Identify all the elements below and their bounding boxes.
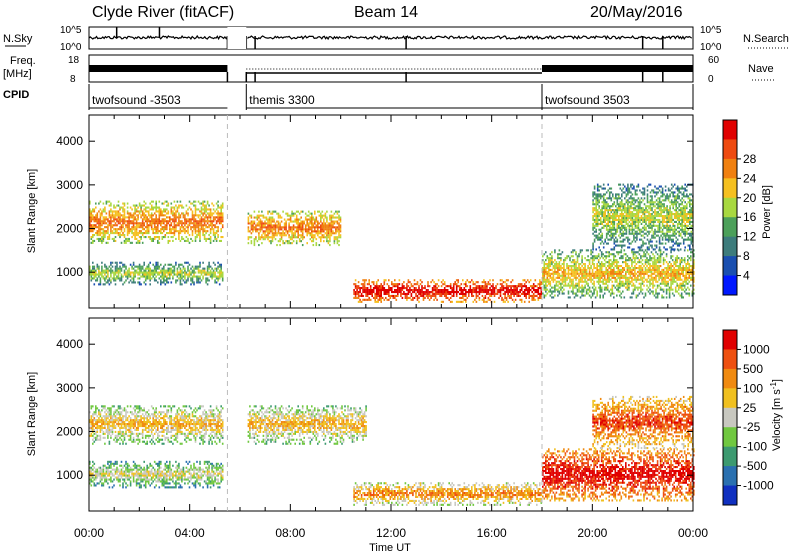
colorbar-tick-label: 20 <box>743 191 757 205</box>
cpid-segment-label: twofsound -3503 <box>92 93 181 107</box>
colorbar-tick-label: -500 <box>743 459 767 473</box>
x-tick-label: 00:00 <box>74 526 104 540</box>
power-colorbar-label: Power [dB] <box>761 185 773 239</box>
beam-title: Beam 14 <box>354 4 418 21</box>
nsky-tick-top: 10^5 <box>60 25 82 36</box>
velocity-colorbar-label: Velocity [m s-1] <box>769 379 784 451</box>
colorbar-tick-label: 28 <box>743 152 757 166</box>
freq-tick-bottom: 8 <box>70 74 76 85</box>
nsky-tick-bottom: 10^0 <box>60 42 82 53</box>
colorbar-swatch <box>723 197 737 218</box>
x-tick-label: 12:00 <box>376 526 406 540</box>
nave-tick-bottom: 0 <box>708 74 714 85</box>
freq-label: Freq. <box>10 55 36 67</box>
freq-unit: [MHz] <box>3 68 32 80</box>
cpid-segment-label: twofsound 3503 <box>545 93 630 107</box>
colorbar-swatch <box>723 368 737 389</box>
colorbar-tick-label: 100 <box>743 381 763 395</box>
colorbar-swatch <box>723 158 737 179</box>
colorbar-swatch <box>723 427 737 448</box>
y-tick-label: 3000 <box>56 178 83 192</box>
colorbar-swatch <box>723 236 737 257</box>
y-tick-label: 2000 <box>56 222 83 236</box>
nsearch-tick-top: 10^5 <box>700 25 722 36</box>
velocity-colorbar: 1000 500 100 25 -25 -100 -500 -1000 <box>722 329 774 506</box>
freq-trace <box>89 65 693 82</box>
colorbar-tick-label: 500 <box>743 362 763 376</box>
power-colorbar: 4 8 12 16 20 24 28 <box>722 119 757 296</box>
colorbar-tick-label: 4 <box>743 269 750 283</box>
x-tick-labels: 00:00 04:00 08:00 12:00 16:00 20:00 00:00 <box>74 526 708 540</box>
colorbar-tick-label: 1000 <box>743 342 770 356</box>
power-ylabel: Slant Range [km] <box>26 169 38 253</box>
nave-label: Nave <box>748 63 774 75</box>
colorbar-swatch <box>723 485 737 506</box>
nsearch-label: N.Search <box>743 33 789 45</box>
cpid-segment-label: themis 3300 <box>249 93 315 107</box>
velocity-panel: 1000 2000 3000 4000 Slant Range [km] <box>26 317 695 512</box>
x-axis-label: Time UT <box>369 542 411 554</box>
colorbar-swatch <box>723 256 737 277</box>
colorbar-tick-label: 12 <box>743 230 757 244</box>
date-title: 20/May/2016 <box>590 4 683 21</box>
y-tick-label: 3000 <box>56 381 83 395</box>
colorbar-swatch <box>723 388 737 409</box>
x-tick-label: 04:00 <box>175 526 205 540</box>
colorbar-swatch <box>723 446 737 467</box>
x-tick-label: 08:00 <box>275 526 305 540</box>
colorbar-swatch <box>723 330 737 350</box>
colorbar-swatch <box>723 178 737 199</box>
colorbar-tick-label: -100 <box>743 440 767 454</box>
colorbar-swatch <box>723 466 737 487</box>
x-tick-label: 20:00 <box>577 526 607 540</box>
colorbar-swatch <box>723 120 737 140</box>
colorbar-tick-label: -25 <box>743 420 761 434</box>
cpid-strip: twofsound -3503 themis 3300 twofsound 3503 <box>88 84 694 110</box>
power-panel: 1000 2000 3000 4000 Slant Range [km] <box>26 114 695 309</box>
x-tick-label: 16:00 <box>477 526 507 540</box>
cpid-label: CPID <box>3 89 29 101</box>
nsearch-tick-bottom: 10^0 <box>700 42 722 53</box>
colorbar-swatch <box>723 275 737 296</box>
colorbar-tick-label: -1000 <box>743 479 774 493</box>
station-title: Clyde River (fitACF) <box>92 4 234 21</box>
freq-tick-top: 18 <box>68 55 80 66</box>
y-tick-label: 4000 <box>56 134 83 148</box>
velocity-ylabel: Slant Range [km] <box>26 372 38 456</box>
colorbar-swatch <box>723 217 737 238</box>
y-tick-label: 1000 <box>56 265 83 279</box>
colorbar-swatch <box>723 139 737 160</box>
nsky-trace <box>88 27 693 49</box>
colorbar-tick-label: 8 <box>743 249 750 263</box>
y-tick-label: 2000 <box>56 425 83 439</box>
y-tick-label: 4000 <box>56 337 83 351</box>
colorbar-tick-label: 25 <box>743 401 757 415</box>
colorbar-swatch <box>723 349 737 370</box>
y-tick-label: 1000 <box>56 468 83 482</box>
colorbar-swatch <box>723 407 737 428</box>
nave-tick-top: 60 <box>708 55 720 66</box>
nsky-label: N.Sky <box>3 33 33 45</box>
x-tick-label: 00:00 <box>678 526 708 540</box>
colorbar-tick-label: 16 <box>743 210 757 224</box>
colorbar-tick-label: 24 <box>743 171 757 185</box>
